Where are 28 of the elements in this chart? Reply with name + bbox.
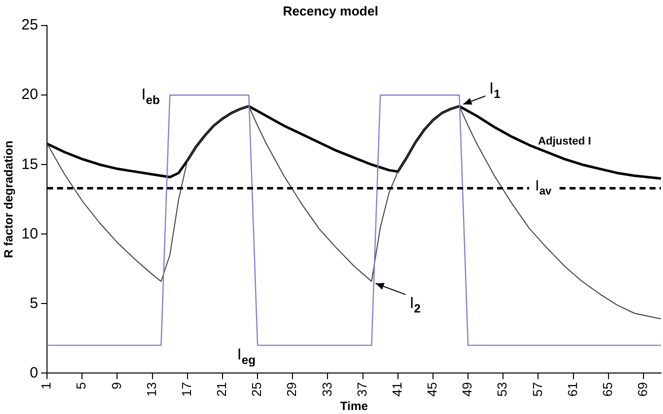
x-tick-label: 37 <box>354 382 370 397</box>
x-tick-label: 13 <box>144 382 159 397</box>
x-tick-label: 45 <box>424 382 440 397</box>
x-tick-label: 65 <box>600 382 615 397</box>
x-tick-label: 33 <box>319 382 334 397</box>
x-tick-label: 17 <box>178 382 194 397</box>
x-tick-label: 5 <box>74 382 89 390</box>
x-tick-label: 41 <box>389 382 404 397</box>
x-axis-title: Time <box>340 399 368 414</box>
x-tick-label: 69 <box>635 382 650 397</box>
x-tick-label: 29 <box>284 382 300 397</box>
y-tick-label: 20 <box>21 86 38 104</box>
y-tick-label: 5 <box>30 294 38 312</box>
y-tick-label: 10 <box>21 225 38 242</box>
x-tick-label: 61 <box>564 382 580 397</box>
y-tick-label: 15 <box>21 156 38 173</box>
x-tick-label: 9 <box>108 382 124 390</box>
x-tick-label: 21 <box>214 382 230 397</box>
x-tick-label: 49 <box>460 382 475 397</box>
series-label: Adjusted I <box>538 136 592 148</box>
y-axis-title: R factor degradation <box>2 140 16 258</box>
x-tick-label: 57 <box>530 382 545 397</box>
chart-title: Recency model <box>282 3 378 18</box>
y-tick-label: 0 <box>30 364 38 382</box>
x-tick-label: 53 <box>494 382 510 397</box>
x-tick-label: 1 <box>38 382 54 390</box>
y-tick-label: 25 <box>21 16 38 34</box>
x-tick-label: 25 <box>249 382 264 397</box>
